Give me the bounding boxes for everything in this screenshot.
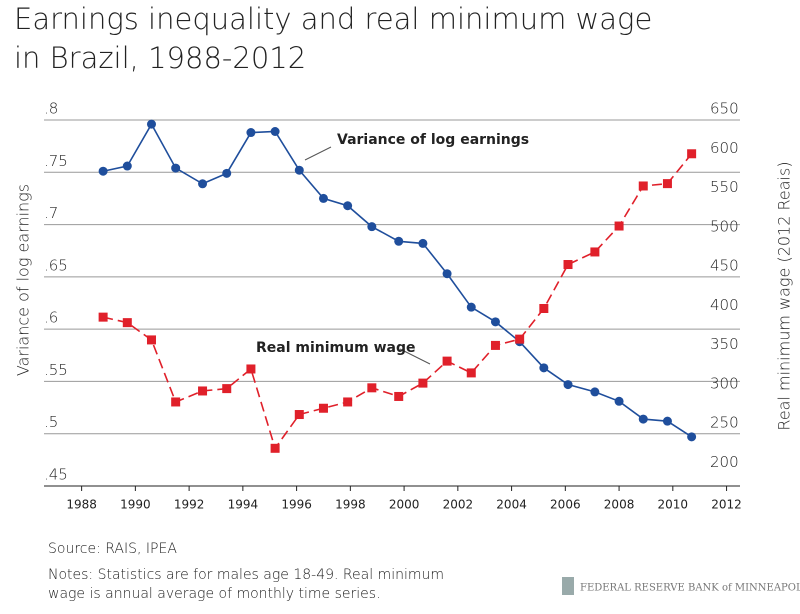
marker [590,247,600,257]
marker [222,384,232,394]
marker [418,238,428,248]
marker [246,364,256,374]
x-tick-label: 2004 [496,498,527,512]
y2-tick-label: 200 [710,453,739,471]
marker [367,383,377,393]
marker [98,312,108,322]
x-tick-label: 2002 [443,498,474,512]
marker [270,127,280,137]
marker [294,165,304,175]
series-line [102,153,693,451]
notes: Notes: Statistics are for males age 18-4… [48,567,444,583]
y2-tick-label: 500 [710,217,739,235]
marker [638,181,648,191]
marker [246,128,256,138]
y-axis-label: Variance of log earnings [14,184,33,376]
x-tick-label: 2008 [604,498,635,512]
marker [687,432,697,442]
marker [590,387,600,397]
marker [171,397,181,407]
marker [687,149,697,159]
chart-title: in Brazil, 1988-2012 [14,41,306,75]
marker [146,335,156,345]
marker [122,318,132,328]
x-tick-label: 1992 [174,498,205,512]
y-tick-label: .65 [44,256,68,274]
marker [418,378,428,388]
marker [394,236,404,246]
marker [539,303,549,313]
marker [318,193,328,203]
y-tick-label: .5 [44,413,58,431]
logo-icon [562,577,574,595]
series-label: Real minimum wage [256,340,415,356]
x-tick-label: 2006 [550,498,581,512]
y-tick-label: .55 [44,361,68,379]
annotation-leader [399,348,431,365]
marker [122,161,132,171]
y2-tick-label: 600 [710,139,739,157]
marker [367,222,377,232]
marker [563,380,573,390]
x-tick-label: 2000 [389,498,420,512]
marker [563,260,573,270]
marker [466,368,476,378]
marker [198,179,208,189]
marker [198,386,208,396]
x-tick-label: 2012 [711,498,742,512]
marker [515,334,525,344]
y-tick-label: .6 [44,309,58,327]
y-tick-label: .8 [44,100,58,118]
series-label: Variance of log earnings [337,132,529,148]
marker [490,317,500,327]
annotation-leader [304,146,332,161]
marker [662,179,672,189]
marker [614,396,624,406]
y-tick-label: .45 [44,466,68,484]
marker [222,168,232,178]
marker [614,221,624,231]
marker [343,201,353,211]
x-tick-label: 1998 [335,498,366,512]
marker [638,414,648,424]
marker [171,163,181,173]
marker [466,302,476,312]
marker [539,363,549,373]
marker [270,443,280,453]
x-tick-label: 1990 [120,498,151,512]
x-tick-label: 2010 [658,498,689,512]
marker [490,340,500,350]
marker [146,119,156,129]
notes: wage is annual average of monthly time s… [48,586,381,602]
chart-title: Earnings inequality and real minimum wag… [14,2,652,36]
marker [294,410,304,420]
x-tick-label: 1988 [66,498,97,512]
y-tick-label: .75 [44,152,68,170]
y2-tick-label: 350 [710,335,739,353]
marker [318,403,328,413]
y2-tick-label: 550 [710,178,739,196]
marker [662,416,672,426]
marker [343,397,353,407]
y2-tick-label: 450 [710,257,739,275]
series-line [102,122,693,438]
x-tick-label: 1994 [228,498,259,512]
y2-tick-label: 400 [710,296,739,314]
x-tick-label: 1996 [281,498,312,512]
marker [442,269,452,279]
logo: FEDERAL RESERVE BANK of MINNEAPOLIS [580,583,800,594]
y2-axis-label: Real minimum wage (2012 Reais) [775,161,794,430]
marker [442,356,452,366]
marker [394,391,404,401]
marker [98,166,108,176]
y2-tick-label: 250 [710,414,739,432]
y2-tick-label: 650 [710,100,739,118]
source: Source: RAIS, IPEA [48,541,177,557]
y-tick-label: .7 [44,204,58,222]
y2-tick-label: 300 [710,374,739,392]
